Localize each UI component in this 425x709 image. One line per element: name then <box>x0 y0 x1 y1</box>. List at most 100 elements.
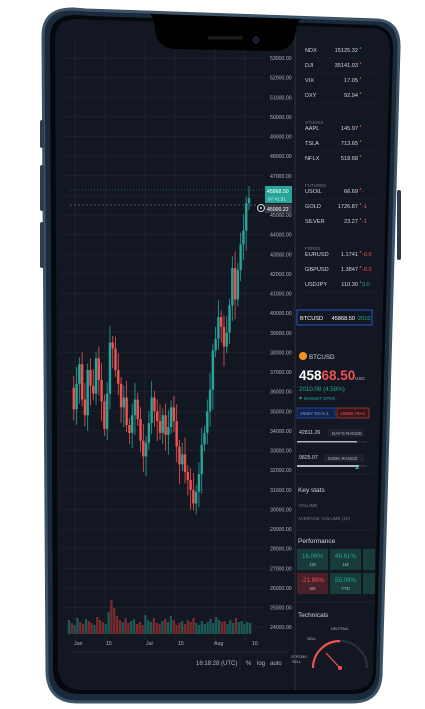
price-tick-label: 53000.00 <box>270 56 292 62</box>
chart-area[interactable] <box>60 40 265 640</box>
candle-body <box>164 415 167 435</box>
watchlist-row-selected[interactable]: BTCUSD 45868.50 2010 <box>296 309 373 326</box>
performance-cell[interactable]: 49.61% 1M <box>330 549 361 570</box>
watchlist-row[interactable]: NFLX 518.68 <box>298 155 380 167</box>
candle-body <box>181 454 184 465</box>
watchlist-row[interactable]: GBPUSD 1.3847 -0.0 <box>298 266 380 278</box>
candle-body <box>175 421 178 447</box>
watchlist-row[interactable]: TSLA 713.65 <box>298 140 380 152</box>
volume-bar <box>107 612 110 634</box>
volume-bar <box>186 620 189 634</box>
watchlist-section-header: FOREX <box>305 246 321 251</box>
candle-body <box>161 415 164 433</box>
volume-bar <box>240 621 243 634</box>
watchlist-row[interactable]: AAPL 145.97 <box>298 125 380 137</box>
notch <box>150 14 302 51</box>
watchlist-price: 35141.93 <box>335 63 358 69</box>
price-tick-label: 24000.00 <box>270 625 292 631</box>
side-button <box>40 120 44 148</box>
time-axis[interactable]: Jun 15 Jul 15 Aug 16 <box>74 641 258 647</box>
volume-bar <box>96 617 99 634</box>
volume-bar <box>237 622 240 634</box>
candle-body <box>211 350 215 390</box>
candle-body <box>189 479 192 490</box>
candle-body <box>136 399 139 420</box>
volume-bar <box>161 621 164 634</box>
volume-bar <box>169 616 173 634</box>
volume-bar <box>110 600 113 634</box>
watchlist-change: -0.0 <box>362 252 372 258</box>
performance-cell[interactable]: 59.09% YTD <box>330 573 361 594</box>
watchlist-row[interactable]: DJI 35141.93 <box>298 62 380 74</box>
screen <box>55 18 390 690</box>
price-tick-label: 29000.00 <box>270 527 292 533</box>
candle-body <box>100 379 103 402</box>
auto-toggle[interactable]: auto <box>270 661 282 667</box>
performance-value: 59.09% <box>335 577 356 584</box>
percent-toggle[interactable]: % <box>246 661 252 667</box>
performance-value: 49.61% <box>335 553 356 560</box>
watchlist-row[interactable]: USDJPY 110.30 0.0 <box>298 281 380 293</box>
price-tick-label: 47000.00 <box>270 174 292 180</box>
watchlist-tick-indicator <box>359 140 362 142</box>
watchlist-row[interactable]: GOLD 1726.87 -1 <box>298 203 380 215</box>
volume-bar <box>130 621 133 634</box>
candle-body <box>242 230 245 245</box>
watchlist-row[interactable]: EURUSD 1.1741 -0.0 <box>298 251 380 263</box>
time-tick-label: 15 <box>178 641 184 647</box>
watchlist: NDX 15125.32 DJI 35141.93 VIX 17.05 DXY 92.94 ST… <box>296 47 380 326</box>
watchlist-symbol: GOLD <box>305 204 321 210</box>
candle-body <box>103 401 106 429</box>
watchlist-section-header: FUTURES <box>305 183 326 188</box>
price-tick-label: 51000.00 <box>270 95 292 101</box>
volume-bar <box>189 622 192 634</box>
price-tick-label: 25000.00 <box>270 606 292 612</box>
price-tick-label: 52000.00 <box>270 76 292 82</box>
key-stats-title: Key stats <box>298 487 325 494</box>
price-tick-label: 41000.00 <box>270 292 292 298</box>
watchlist-row[interactable]: VIX 17.05 <box>298 77 380 89</box>
52wk-range-label: 52WK RANGE <box>328 456 358 461</box>
volume-bar <box>246 622 249 634</box>
price-tick-label: 42000.00 <box>270 272 292 278</box>
watchlist-price: 1.1741 <box>341 252 358 258</box>
volume-bar <box>198 625 201 634</box>
candle-body <box>245 203 248 231</box>
watchlist-price: 1.3847 <box>341 267 358 273</box>
volume-bar <box>248 623 252 634</box>
price-tick-label: 32000.00 <box>270 468 292 474</box>
price-tick-label: 27000.00 <box>270 566 292 572</box>
performance-cell[interactable]: 16.06% 1W <box>297 549 328 570</box>
watchlist-row[interactable]: USOIL 66.69- <box>298 188 380 200</box>
volume-bar <box>164 619 167 634</box>
watchlist-row[interactable]: DXY 92.94 <box>298 92 380 104</box>
volume-bar <box>200 621 204 634</box>
volume-bar <box>141 625 144 634</box>
price-axis[interactable]: 53000.00 52000.00 51000.00 50000.00 49000.00… <box>270 56 292 631</box>
volume-bar <box>149 622 153 634</box>
candle-body <box>169 407 173 427</box>
crosshair-marker-icon[interactable] <box>257 204 265 212</box>
price-tick-label: 30000.00 <box>270 507 292 513</box>
volume-bar <box>132 619 136 634</box>
performance-period: 6M <box>309 586 315 591</box>
volume-bar <box>175 625 178 634</box>
gauge-strong-sell-label: STRONG SELL <box>291 655 307 664</box>
volume-bar <box>70 623 73 634</box>
watchlist-row[interactable]: SILVER 23.27 -1 <box>298 218 380 230</box>
bid-price: 45867.93+0.1 <box>300 411 329 416</box>
watchlist-price: 518.68 <box>341 156 358 162</box>
volume-label: VOLUME <box>298 503 317 508</box>
candle-body <box>117 370 120 384</box>
candle-body <box>119 383 123 408</box>
price-tick-label: 43000.00 <box>270 252 292 258</box>
candle-body <box>111 342 114 349</box>
candle-body <box>183 454 187 473</box>
log-toggle[interactable]: log <box>257 661 265 667</box>
performance-cell[interactable]: -21.99% 6M <box>297 573 328 594</box>
price-tick-label: 36000.00 <box>270 390 292 396</box>
price-tick-label: 49000.00 <box>270 135 292 141</box>
volume-bar <box>166 622 170 634</box>
volume-bar <box>223 621 226 634</box>
watchlist-row[interactable]: NDX 15125.32 <box>298 47 380 59</box>
